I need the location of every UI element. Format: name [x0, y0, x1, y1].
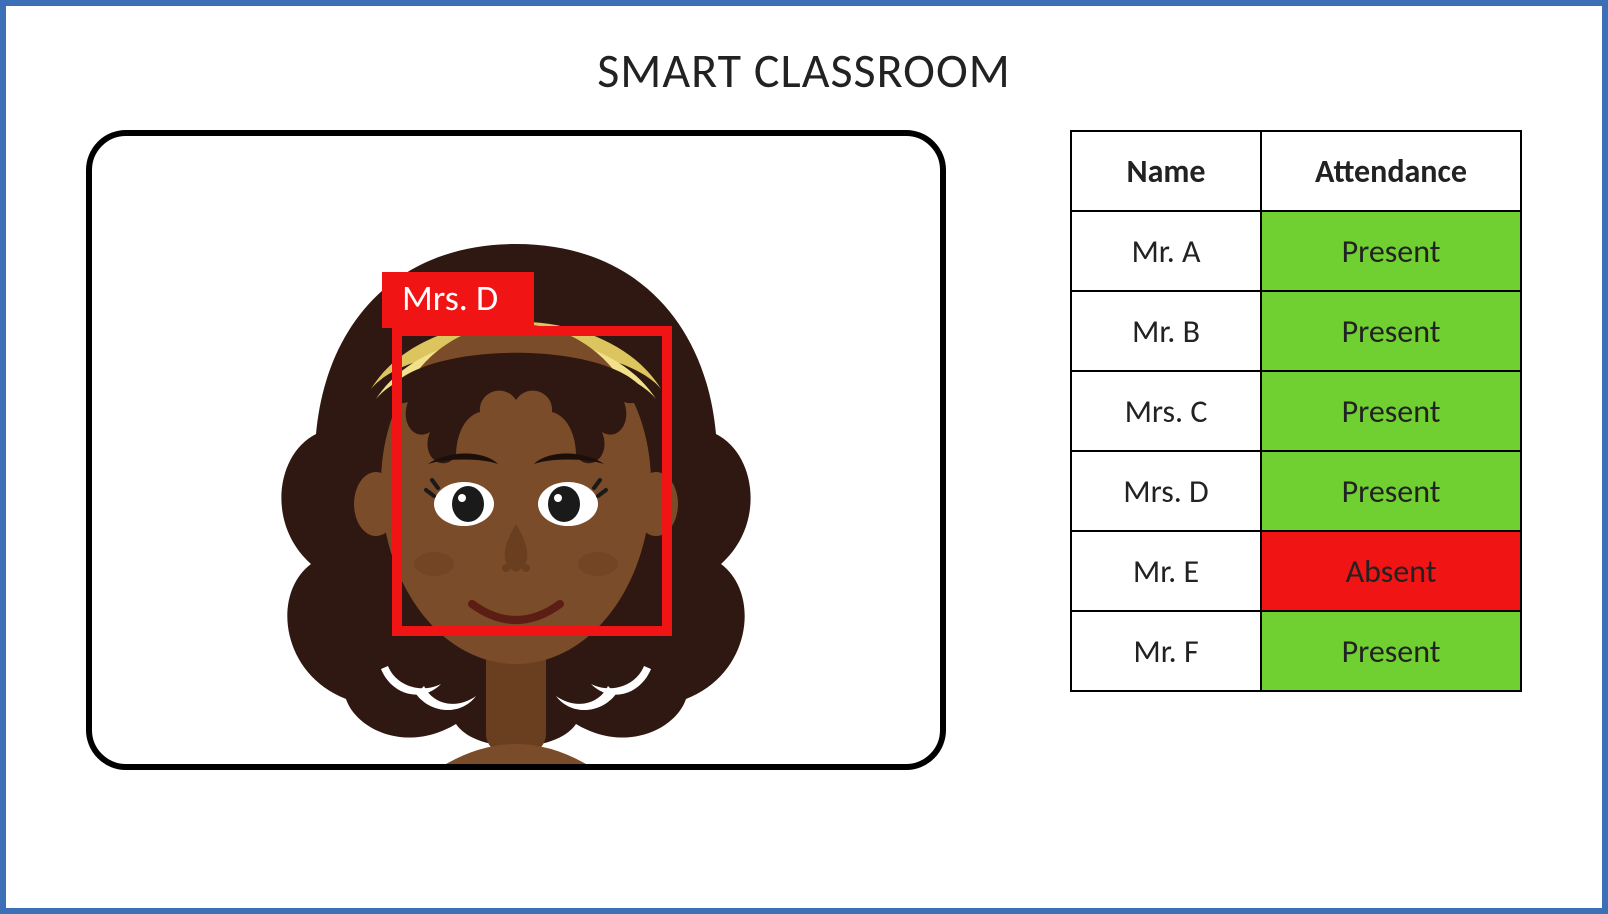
table-row: Mrs. CPresent [1071, 371, 1521, 451]
cell-name: Mr. A [1071, 211, 1261, 291]
cell-status: Present [1261, 291, 1521, 371]
shoulders [446, 744, 586, 770]
col-header-attendance: Attendance [1261, 131, 1521, 211]
cell-name: Mrs. C [1071, 371, 1261, 451]
cell-name: Mrs. D [1071, 451, 1261, 531]
page-title: SMART CLASSROOM [46, 41, 1562, 100]
cell-status: Present [1261, 211, 1521, 291]
table-row: Mr. FPresent [1071, 611, 1521, 691]
table-row: Mrs. DPresent [1071, 451, 1521, 531]
attendance-tbody: Mr. APresentMr. BPresentMrs. CPresentMrs… [1071, 211, 1521, 691]
page-frame: SMART CLASSROOM [0, 0, 1608, 914]
camera-preview: Mrs. D [86, 130, 946, 770]
table-header-row: Name Attendance [1071, 131, 1521, 211]
cell-status: Absent [1261, 531, 1521, 611]
content-row: Mrs. D Name Attendance Mr. APresentMr. B… [46, 130, 1562, 770]
detection-bounding-box [392, 326, 672, 636]
attendance-table: Name Attendance Mr. APresentMr. BPresent… [1070, 130, 1522, 692]
cell-status: Present [1261, 611, 1521, 691]
table-row: Mr. BPresent [1071, 291, 1521, 371]
cell-status: Present [1261, 451, 1521, 531]
cell-name: Mr. F [1071, 611, 1261, 691]
cell-name: Mr. E [1071, 531, 1261, 611]
col-header-name: Name [1071, 131, 1261, 211]
table-row: Mr. EAbsent [1071, 531, 1521, 611]
table-row: Mr. APresent [1071, 211, 1521, 291]
cell-name: Mr. B [1071, 291, 1261, 371]
detection-label: Mrs. D [382, 272, 534, 328]
cell-status: Present [1261, 371, 1521, 451]
